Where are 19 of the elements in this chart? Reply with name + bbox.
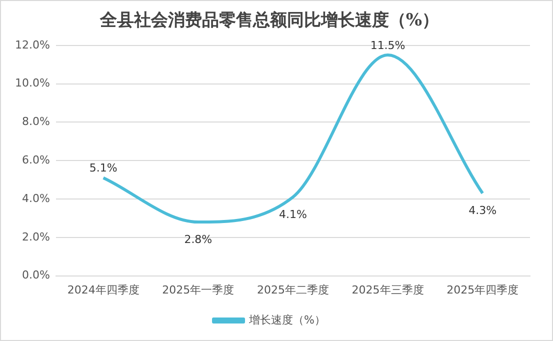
x-tick-label: 2025年一季度 (162, 283, 234, 296)
y-tick-label: 10.0% (14, 76, 50, 90)
y-tick-label: 4.0% (22, 192, 50, 205)
x-tick-label: 2024年四季度 (67, 283, 140, 296)
x-tick-label: 2025年四季度 (446, 283, 519, 296)
y-tick-label: 2.0% (22, 230, 50, 244)
data-label: 2.8% (184, 232, 212, 246)
y-tick-label: 8.0% (22, 115, 50, 128)
y-tick-label: 0.0% (22, 268, 50, 282)
x-tick-label: 2025年三季度 (352, 283, 424, 296)
chart-title: 全县社会消费品零售总额同比增长速度（%） (98, 10, 440, 31)
data-label: 11.5% (370, 38, 406, 52)
y-tick-label: 6.0% (22, 153, 50, 166)
data-label: 4.1% (278, 208, 307, 221)
y-tick-label: 12.0% (14, 38, 50, 52)
data-label: 5.1% (89, 162, 118, 175)
data-label: 4.3% (468, 204, 497, 218)
legend-label: 增长速度（%） (248, 313, 326, 326)
x-tick-label: 2025年二季度 (256, 283, 329, 296)
